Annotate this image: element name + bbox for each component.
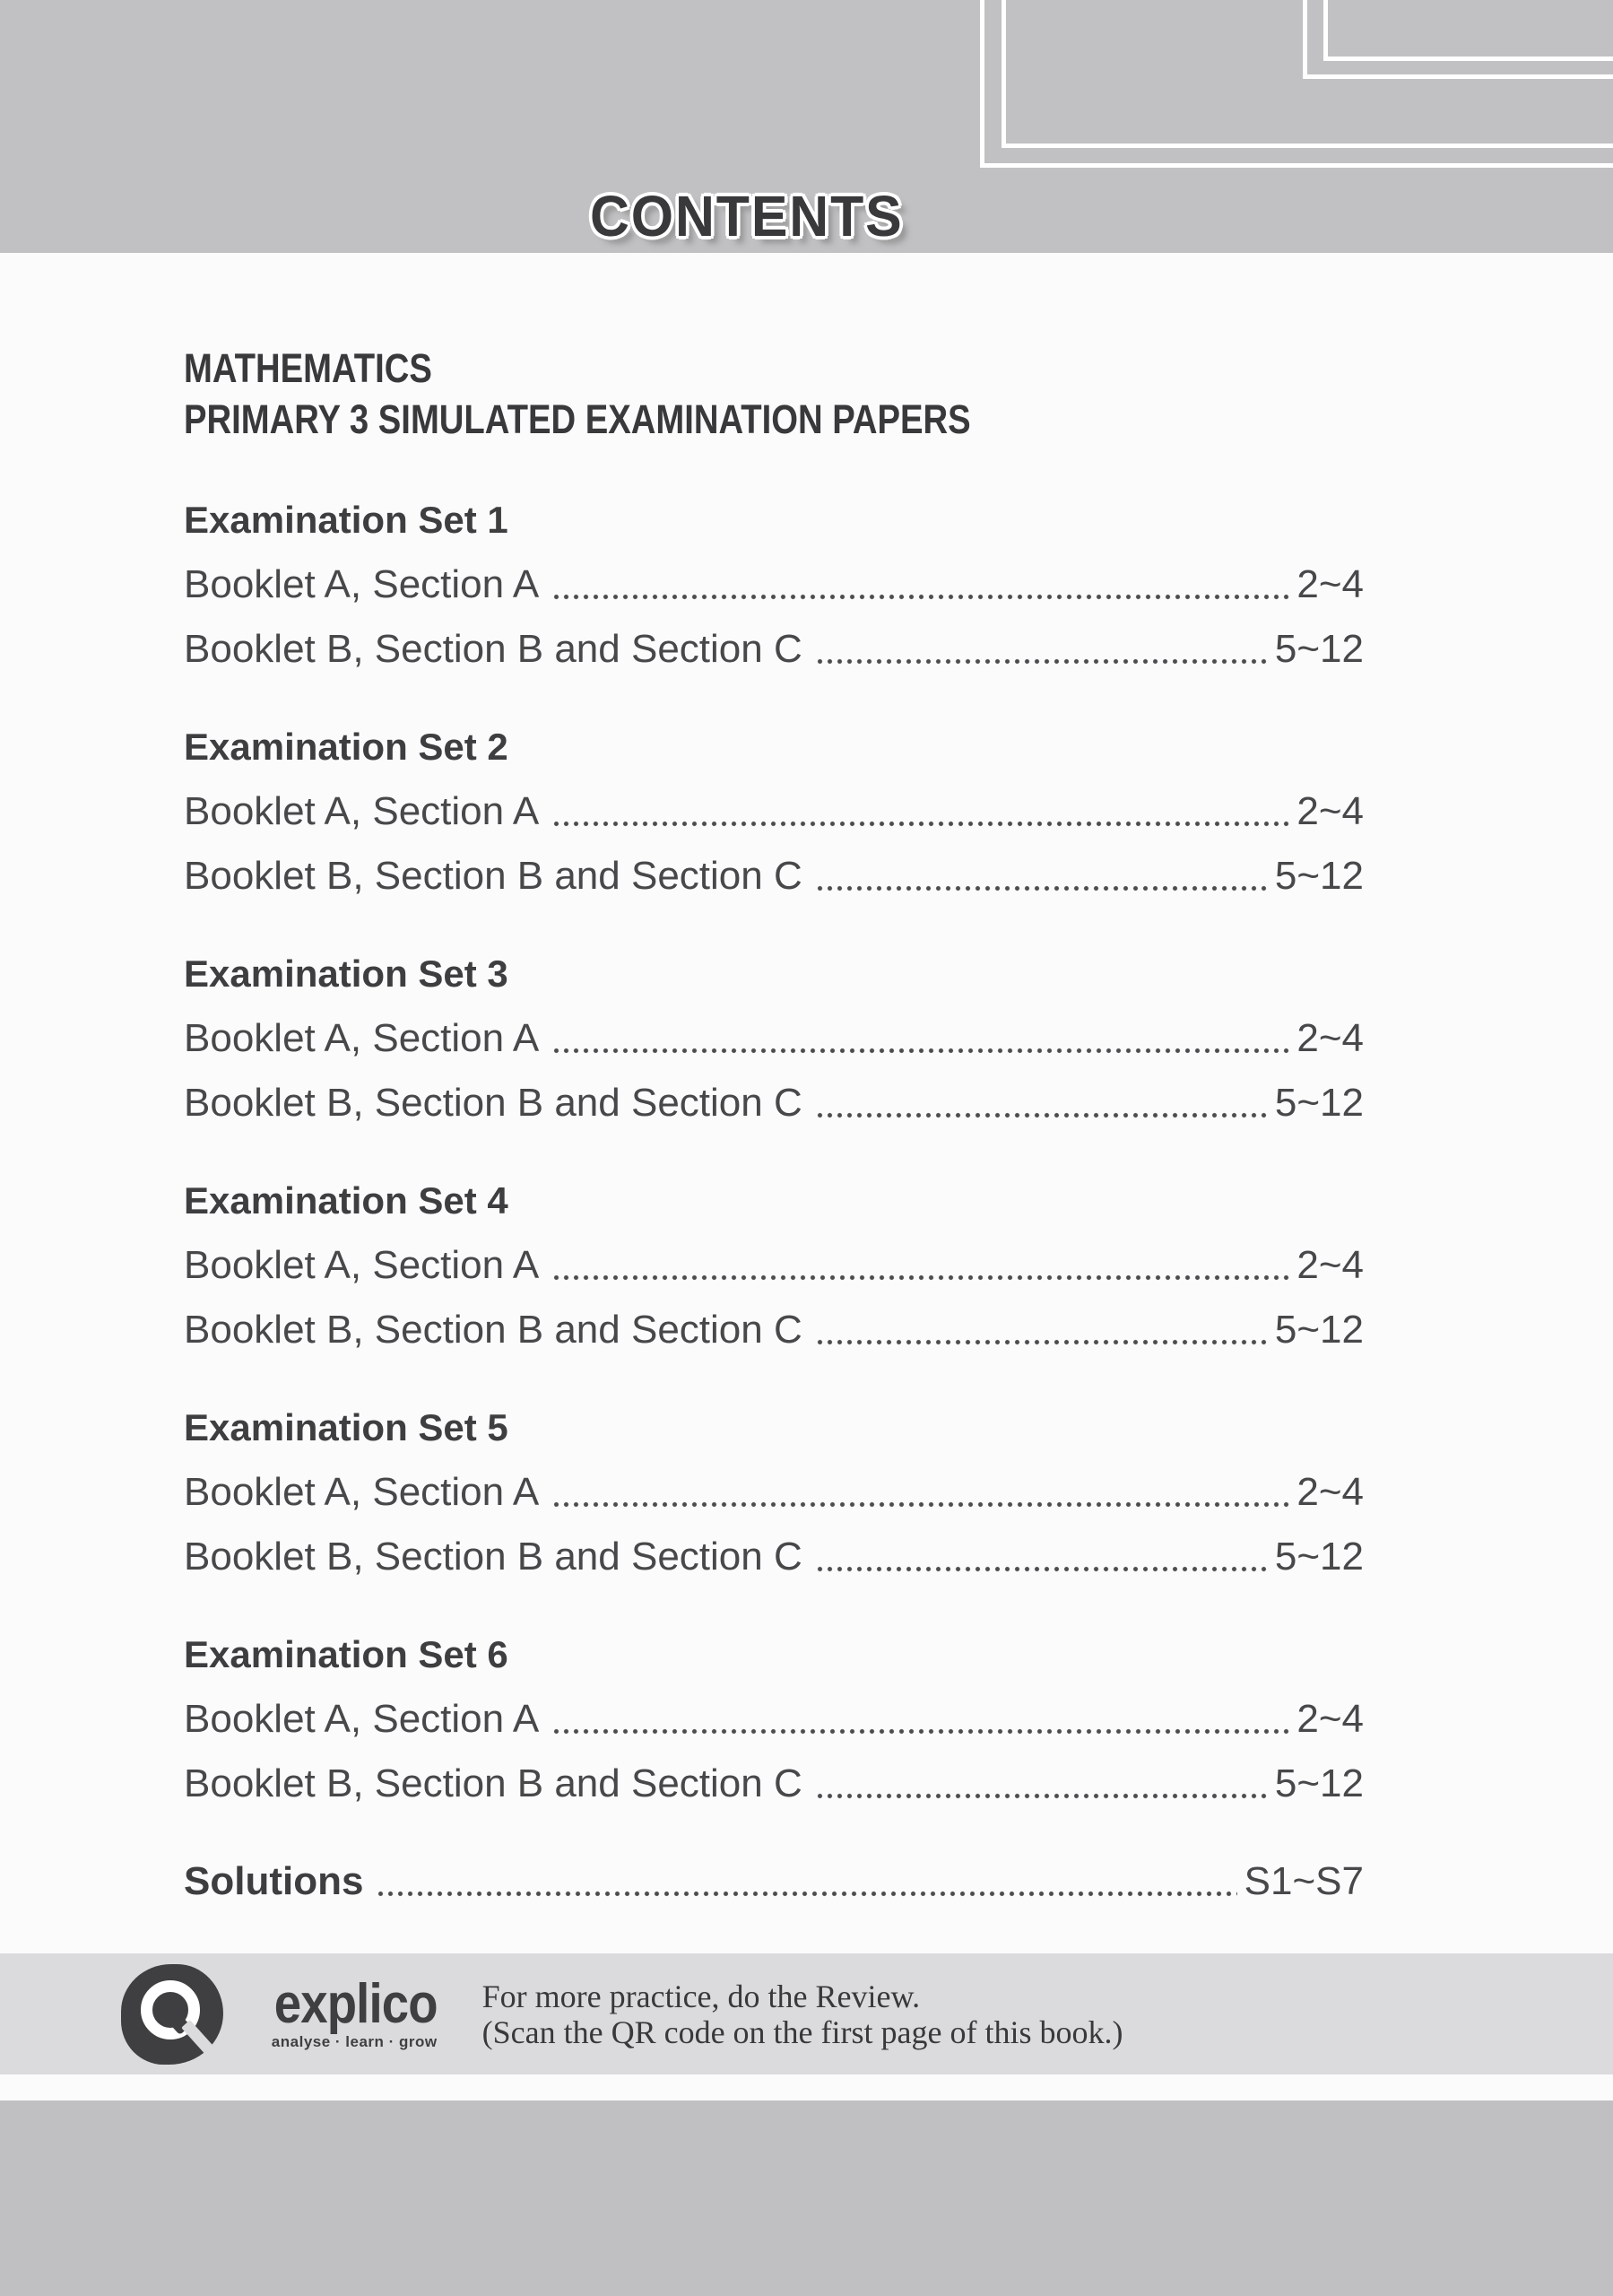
publisher-footer: explico analyse · learn · grow For more … <box>0 1953 1613 2074</box>
toc-set-6: Examination Set 6 Booklet A, Section A 2… <box>184 1622 1364 1816</box>
white-divider-strip <box>0 2074 1613 2100</box>
entry-label: Booklet A, Section A <box>184 1016 540 1060</box>
toc-set-4: Examination Set 4 Booklet A, Section A 2… <box>184 1169 1364 1362</box>
toc-set-2: Examination Set 2 Booklet A, Section A 2… <box>184 715 1364 909</box>
dot-leader <box>551 594 1290 600</box>
decorative-frame-inner-2 <box>1323 0 1613 61</box>
page-range: 2~4 <box>1296 789 1364 833</box>
decorative-frame-outer-2 <box>1303 0 1613 79</box>
dot-leader <box>551 1728 1290 1735</box>
dot-leader <box>814 658 1268 665</box>
toc-entry: Booklet A, Section A 2~4 <box>184 1460 1364 1525</box>
toc-entry: Booklet A, Section A 2~4 <box>184 1687 1364 1752</box>
page-range: 5~12 <box>1274 1308 1364 1352</box>
dot-leader <box>551 1048 1290 1054</box>
entry-label: Booklet B, Section B and Section C <box>184 854 802 898</box>
page-range: 5~12 <box>1274 1535 1364 1578</box>
toc-entry: Booklet B, Section B and Section C 5~12 <box>184 844 1364 909</box>
page-title-text: CONTENTS <box>590 184 904 248</box>
page-range: S1~S7 <box>1244 1859 1364 1903</box>
page-range: 2~4 <box>1296 1697 1364 1741</box>
entry-label: Booklet B, Section B and Section C <box>184 1535 802 1578</box>
dot-leader <box>814 1566 1268 1572</box>
page-range: 5~12 <box>1274 1761 1364 1805</box>
brand-tagline: analyse · learn · grow <box>271 2032 438 2050</box>
dot-leader <box>376 1891 1237 1897</box>
document-title: MATHEMATICS PRIMARY 3 SIMULATED EXAMINAT… <box>184 343 1364 445</box>
toc-entry: Booklet A, Section A 2~4 <box>184 1233 1364 1298</box>
toc-set-3: Examination Set 3 Booklet A, Section A 2… <box>184 942 1364 1135</box>
decorative-frame-inner-1 <box>1002 0 1613 148</box>
document-title-line1: MATHEMATICS <box>184 345 432 391</box>
set-heading: Examination Set 6 <box>184 1633 508 1675</box>
dot-leader <box>814 1339 1268 1345</box>
entry-label: Booklet A, Section A <box>184 1470 540 1514</box>
entry-label: Booklet A, Section A <box>184 1697 540 1741</box>
set-heading: Examination Set 2 <box>184 726 508 768</box>
entry-label: Booklet B, Section B and Section C <box>184 1308 802 1352</box>
brand-name: explico <box>273 1972 438 2035</box>
entry-label: Booklet A, Section A <box>184 1243 540 1287</box>
entry-label: Booklet B, Section B and Section C <box>184 627 802 671</box>
footer-note: For more practice, do the Review. (Scan … <box>482 1979 1123 2050</box>
entry-label: Booklet B, Section B and Section C <box>184 1081 802 1125</box>
set-heading: Examination Set 1 <box>184 499 508 541</box>
page-header: CONTENTS <box>0 0 1613 253</box>
dot-leader <box>814 1112 1268 1118</box>
toc-entry: Booklet B, Section B and Section C 5~12 <box>184 1071 1364 1135</box>
page-body: MATHEMATICS PRIMARY 3 SIMULATED EXAMINAT… <box>0 253 1613 1953</box>
page-range: 2~4 <box>1296 1016 1364 1060</box>
page-range: 5~12 <box>1274 627 1364 671</box>
decorative-frame-outer-1 <box>980 0 1613 168</box>
set-heading: Examination Set 3 <box>184 952 508 995</box>
toc-entry: Booklet A, Section A 2~4 <box>184 779 1364 844</box>
page-range: 2~4 <box>1296 562 1364 606</box>
page-range: 2~4 <box>1296 1243 1364 1287</box>
dot-leader <box>814 885 1268 891</box>
dot-leader <box>814 1793 1268 1799</box>
toc-list: Examination Set 1 Booklet A, Section A 2… <box>184 488 1364 1914</box>
page-range: 2~4 <box>1296 1470 1364 1514</box>
entry-label: Booklet B, Section B and Section C <box>184 1761 802 1805</box>
brand-wordmark: explico analyse · learn · grow <box>252 1972 438 2051</box>
page-range: 5~12 <box>1274 854 1364 898</box>
bottom-gray-band <box>0 2100 1613 2296</box>
page-title: CONTENTS <box>590 182 920 250</box>
set-heading: Examination Set 5 <box>184 1406 508 1448</box>
toc-entry: Booklet B, Section B and Section C 5~12 <box>184 617 1364 682</box>
dot-leader <box>551 1274 1290 1281</box>
page-range: 5~12 <box>1274 1081 1364 1125</box>
toc-entry-solutions: Solutions S1~S7 <box>184 1849 1364 1914</box>
footer-note-line2: (Scan the QR code on the first page of t… <box>481 2013 1123 2050</box>
toc-set-5: Examination Set 5 Booklet A, Section A 2… <box>184 1396 1364 1589</box>
toc-entry: Booklet B, Section B and Section C 5~12 <box>184 1298 1364 1362</box>
toc-entry: Booklet A, Section A 2~4 <box>184 552 1364 617</box>
document-title-line2: PRIMARY 3 SIMULATED EXAMINATION PAPERS <box>184 396 971 442</box>
entry-label: Booklet A, Section A <box>184 789 540 833</box>
dot-leader <box>551 1501 1290 1508</box>
entry-label: Solutions <box>184 1859 364 1903</box>
entry-label: Booklet A, Section A <box>184 562 540 606</box>
dot-leader <box>551 821 1290 827</box>
explico-logo-icon <box>121 1962 229 2067</box>
toc-set-1: Examination Set 1 Booklet A, Section A 2… <box>184 488 1364 682</box>
toc-entry: Booklet B, Section B and Section C 5~12 <box>184 1752 1364 1816</box>
toc-entry: Booklet A, Section A 2~4 <box>184 1006 1364 1071</box>
toc-entry: Booklet B, Section B and Section C 5~12 <box>184 1525 1364 1589</box>
set-heading: Examination Set 4 <box>184 1179 508 1222</box>
footer-note-line1: For more practice, do the Review. <box>481 1978 921 2014</box>
